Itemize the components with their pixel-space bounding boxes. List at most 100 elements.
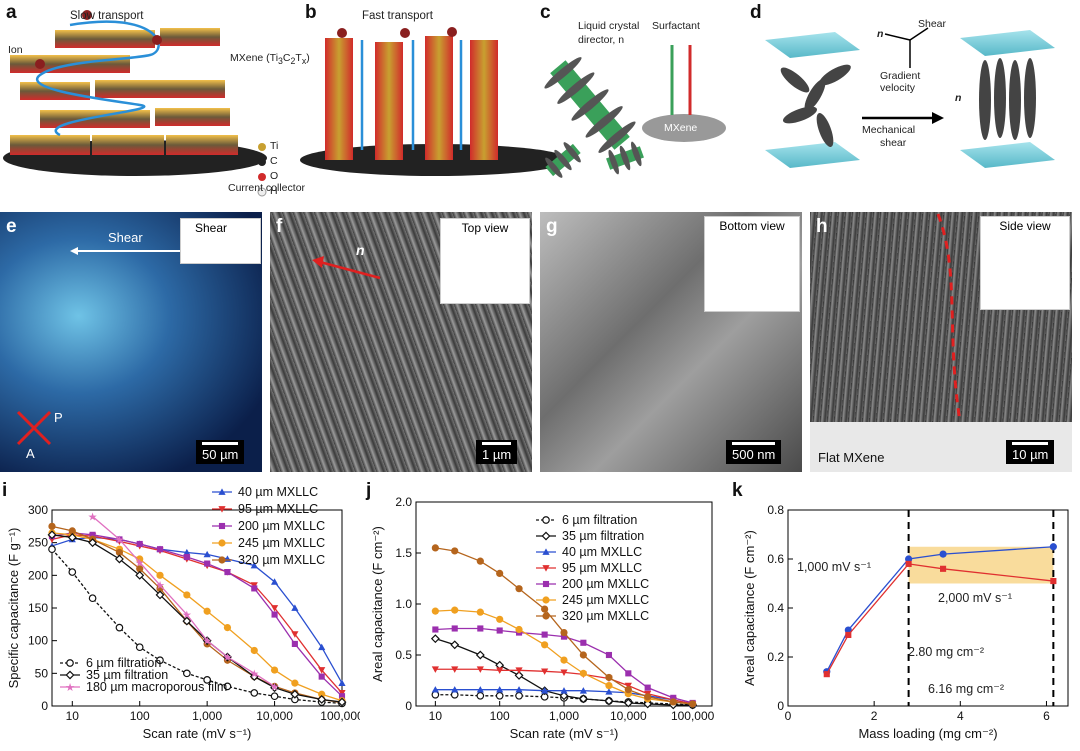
data-point: [223, 682, 232, 691]
legend-marker: [218, 522, 226, 530]
data-point: [624, 682, 632, 690]
panel-e-micrograph: e Shear Shear P A 50 µm: [0, 212, 262, 472]
shaded-region: [908, 546, 1054, 584]
data-point: [905, 560, 912, 567]
data-point: [477, 625, 484, 632]
series-line: [51, 548, 343, 705]
data-point: [475, 650, 485, 660]
legend-entry: 40 µm MXLLC: [238, 485, 318, 499]
data-point: [89, 531, 96, 538]
data-point: [496, 569, 504, 577]
scale-bar-e: 50 µm: [196, 440, 245, 464]
data-point: ★: [135, 557, 145, 569]
liquid-crystal-label: Liquid crystal: [578, 20, 640, 32]
series-320-m-mxllc: [431, 544, 697, 708]
legend-marker: [542, 596, 550, 604]
data-point: [643, 699, 653, 709]
legend-marker: [65, 670, 75, 680]
x-tick-label: 100,000: [671, 709, 715, 723]
data-point: [156, 656, 164, 665]
polarizer-p-label: P: [54, 410, 63, 425]
data-point: [431, 607, 439, 615]
data-point: [560, 669, 568, 676]
y-tick-label: 1.0: [395, 597, 412, 611]
n-label: n: [877, 28, 884, 40]
data-point: [250, 646, 258, 655]
data-point: [476, 557, 484, 565]
series-line: [51, 532, 343, 697]
legend-marker: [542, 565, 550, 572]
data-point: [271, 611, 278, 618]
data-point: [515, 691, 523, 700]
data-point: [905, 555, 913, 563]
x-axis-label: Mass loading (mg cm⁻²): [858, 726, 997, 741]
y-tick-label: 0: [405, 699, 412, 713]
data-point: [136, 565, 144, 573]
y-tick-label: 200: [28, 568, 48, 582]
data-point: [541, 605, 549, 613]
series-line: [51, 534, 343, 694]
legend-entry: 320 µm MXLLC: [562, 609, 649, 623]
y-tick-label: 150: [28, 601, 48, 615]
panel-c-illustration: [544, 45, 726, 178]
data-point: [115, 623, 124, 632]
data-point: [644, 684, 651, 691]
data-point: [431, 666, 439, 673]
data-point: [270, 605, 279, 612]
shear-arrow-label: Shear: [108, 230, 143, 245]
data-point: [68, 527, 76, 535]
data-point: [251, 585, 258, 592]
legend-entry: 245 µm MXLLC: [238, 536, 325, 550]
data-point: [135, 643, 144, 652]
panel-g-label: g: [546, 216, 558, 237]
data-point: [604, 696, 614, 706]
x-tick-label: 1,000: [192, 709, 222, 723]
data-point: [515, 585, 523, 593]
panel-f-micrograph: f Top view n 1 µm: [270, 212, 532, 472]
data-point: [580, 639, 587, 646]
data-point: [183, 553, 190, 561]
data-point: [338, 693, 346, 700]
panel-f-label: f: [276, 216, 283, 237]
y-tick-label: 0.2: [767, 650, 784, 664]
data-point: [560, 633, 568, 640]
ion-icon: [82, 10, 92, 20]
scale-bar-h: 10 µm: [1006, 440, 1055, 464]
plot-frame: [787, 509, 1069, 707]
polarizer-cross-icon: [16, 410, 52, 446]
x-axis-label: Scan rate (mV s⁻¹): [143, 726, 252, 741]
data-point: ★: [249, 668, 259, 680]
legend-entry: 200 µm MXLLC: [238, 519, 325, 533]
data-point: [182, 616, 192, 626]
panel-d-illustration: [765, 27, 1055, 168]
red-dashed-line: [936, 213, 962, 423]
panel-b-illustration: [300, 27, 570, 176]
legend-entry: 35 µm filtration: [86, 668, 168, 682]
ion-icon: [152, 35, 162, 45]
x-tick-label: 10: [66, 709, 80, 723]
data-point: [67, 532, 77, 542]
data-point: [291, 631, 299, 638]
series-line: [92, 516, 275, 687]
panel-b-label: b: [305, 2, 317, 23]
series-6-m-filtration: [48, 545, 346, 708]
current-collector-label: Current collector: [228, 182, 306, 194]
top-view-label: Top view: [461, 221, 509, 235]
side-view-inset: Side view: [980, 216, 1070, 310]
data-point: [515, 625, 523, 634]
data-point: [939, 550, 947, 558]
x-tick-label: 100: [130, 709, 150, 723]
data-point: [451, 686, 459, 693]
legend-marker: [218, 488, 226, 495]
data-point: ★: [114, 534, 124, 546]
data-point: [605, 651, 613, 659]
legend-h: H: [270, 185, 278, 197]
data-point: [578, 694, 588, 704]
legend-entry: 40 µm MXLLC: [562, 545, 642, 559]
data-point: [270, 666, 279, 674]
data-point: ★: [223, 652, 233, 664]
data-point: [845, 631, 852, 639]
mechanical-label: Mechanical: [862, 124, 916, 136]
x-tick-label: 100: [490, 709, 510, 723]
data-point: [270, 578, 279, 585]
